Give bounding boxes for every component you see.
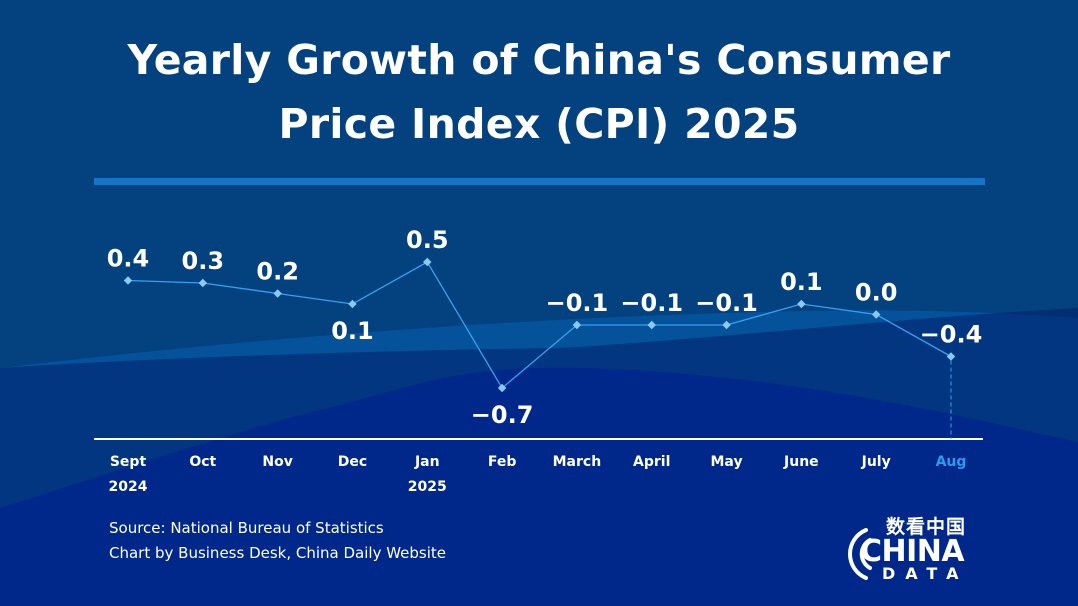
data-point-marker xyxy=(123,276,133,285)
markers xyxy=(123,257,956,393)
data-label: −0.1 xyxy=(546,289,609,317)
data-label: 0.0 xyxy=(855,279,898,307)
data-label: 0.1 xyxy=(331,317,374,345)
data-label: 0.2 xyxy=(256,258,299,286)
data-label: −0.7 xyxy=(471,401,534,429)
china-data-logo: 数看中国 CHINA DATA xyxy=(838,512,978,584)
data-point-marker xyxy=(647,320,656,330)
x-tick-label: Sept xyxy=(110,454,147,470)
data-label: 0.4 xyxy=(107,245,150,273)
x-tick-label: Feb xyxy=(488,454,517,470)
wave-bottom xyxy=(0,367,1078,606)
data-label: −0.1 xyxy=(695,289,758,317)
data-point-marker xyxy=(497,383,507,393)
x-tick-label: Aug xyxy=(936,454,967,470)
data-point-marker xyxy=(273,289,282,298)
logo-sub-text: DATA xyxy=(882,564,969,583)
data-point-marker xyxy=(348,299,357,309)
data-label: −0.1 xyxy=(620,289,683,317)
credit-note: Chart by Business Desk, China Daily Webs… xyxy=(109,544,447,562)
x-tick-label: Oct xyxy=(189,454,216,470)
x-tick-label: June xyxy=(783,454,819,470)
data-point-marker xyxy=(423,257,432,267)
data-point-marker xyxy=(946,352,956,361)
signal-arcs-icon xyxy=(848,528,872,580)
series-line xyxy=(127,261,952,389)
data-point-marker xyxy=(722,320,731,330)
data-labels: 0.4 0.3 0.2 0.1 0.5 −0.7 −0.1 −0.1 −0.1 0.1 0.0 −0.… xyxy=(107,226,983,429)
x-tick-label: July xyxy=(861,454,891,470)
x-tick-label: March xyxy=(553,454,602,470)
x-tick-year-label: 2025 xyxy=(408,479,447,495)
x-tick-label: Dec xyxy=(338,454,367,470)
logo-chinese-text: 数看中国 xyxy=(886,516,967,538)
data-label: 0.5 xyxy=(406,226,449,254)
title-divider xyxy=(94,178,985,185)
data-label: 0.1 xyxy=(780,268,823,296)
x-tick-year-label: 2024 xyxy=(109,479,148,495)
chart-title-line-2: Price Index (CPI) 2025 xyxy=(278,100,800,148)
x-tick-label: April xyxy=(633,454,670,470)
x-tick-label: May xyxy=(711,454,743,470)
data-label: 0.3 xyxy=(182,247,225,275)
logo-main-text: CHINA xyxy=(860,534,965,569)
data-point-marker xyxy=(198,278,208,288)
data-point-marker xyxy=(797,299,806,309)
chart-title-line-1: Yearly Growth of China's Consumer xyxy=(127,36,951,84)
x-tick-labels: Sept 2024 Oct Nov Dec Jan 2025 Feb March April May… xyxy=(109,454,967,495)
data-point-marker xyxy=(572,320,582,330)
data-point-marker xyxy=(871,310,881,319)
x-tick-label: Jan xyxy=(414,454,440,470)
x-tick-label: Nov xyxy=(262,454,292,470)
data-label: −0.4 xyxy=(920,321,983,349)
source-note: Source: National Bureau of Statistics xyxy=(109,519,384,537)
